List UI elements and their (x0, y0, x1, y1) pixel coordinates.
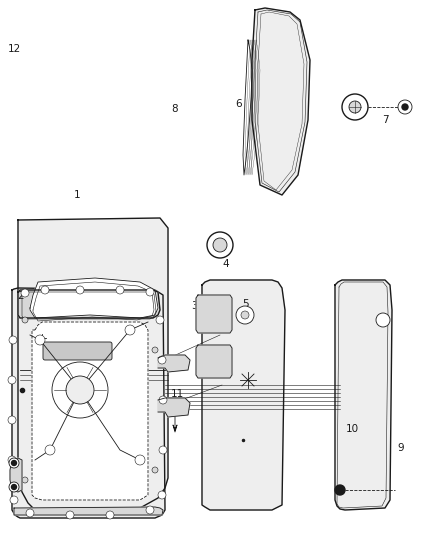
Polygon shape (18, 218, 168, 514)
Circle shape (11, 461, 17, 465)
Circle shape (26, 509, 34, 517)
Text: 2: 2 (18, 291, 25, 301)
Circle shape (159, 396, 167, 404)
Circle shape (152, 347, 158, 353)
Text: 1: 1 (73, 190, 80, 199)
Text: 7: 7 (382, 115, 389, 125)
Polygon shape (335, 280, 392, 510)
Circle shape (9, 336, 17, 344)
Circle shape (135, 455, 145, 465)
Circle shape (158, 356, 166, 364)
Circle shape (10, 496, 18, 504)
Circle shape (9, 482, 19, 492)
FancyBboxPatch shape (43, 342, 112, 360)
Polygon shape (202, 280, 285, 510)
Circle shape (158, 491, 166, 499)
Circle shape (35, 335, 45, 345)
Polygon shape (10, 458, 22, 492)
Circle shape (41, 286, 49, 294)
Polygon shape (196, 295, 232, 333)
Text: 10: 10 (346, 424, 359, 434)
Circle shape (8, 456, 16, 464)
Circle shape (45, 445, 55, 455)
Circle shape (11, 484, 17, 489)
Circle shape (76, 286, 84, 294)
Circle shape (349, 101, 361, 113)
Circle shape (342, 94, 368, 120)
Text: 5: 5 (242, 299, 249, 309)
Circle shape (106, 511, 114, 519)
Polygon shape (158, 398, 190, 417)
Polygon shape (252, 8, 310, 195)
Polygon shape (196, 345, 232, 378)
Circle shape (398, 100, 412, 114)
Text: 4: 4 (222, 259, 229, 269)
Text: 12: 12 (7, 44, 21, 54)
Text: 6: 6 (235, 99, 242, 109)
Circle shape (66, 376, 94, 404)
Circle shape (207, 232, 233, 258)
Polygon shape (158, 355, 190, 372)
Polygon shape (30, 278, 158, 318)
Text: 3: 3 (191, 302, 198, 311)
Text: 11: 11 (171, 390, 184, 399)
Circle shape (22, 317, 28, 323)
Circle shape (241, 311, 249, 319)
Circle shape (21, 289, 29, 297)
Circle shape (146, 288, 154, 296)
Circle shape (236, 306, 254, 324)
Circle shape (8, 376, 16, 384)
Circle shape (376, 313, 390, 327)
Polygon shape (12, 288, 165, 518)
Circle shape (146, 506, 154, 514)
Text: 9: 9 (397, 443, 404, 453)
Polygon shape (18, 290, 160, 318)
Circle shape (402, 104, 408, 110)
Circle shape (159, 446, 167, 454)
Polygon shape (32, 322, 148, 500)
Circle shape (66, 511, 74, 519)
Circle shape (213, 238, 227, 252)
Circle shape (116, 286, 124, 294)
Circle shape (125, 325, 135, 335)
Circle shape (156, 316, 164, 324)
Text: 8: 8 (171, 104, 178, 114)
Polygon shape (14, 507, 163, 515)
Circle shape (152, 467, 158, 473)
Circle shape (52, 362, 108, 418)
Circle shape (8, 416, 16, 424)
Circle shape (22, 477, 28, 483)
Circle shape (335, 485, 345, 495)
Circle shape (9, 458, 19, 468)
